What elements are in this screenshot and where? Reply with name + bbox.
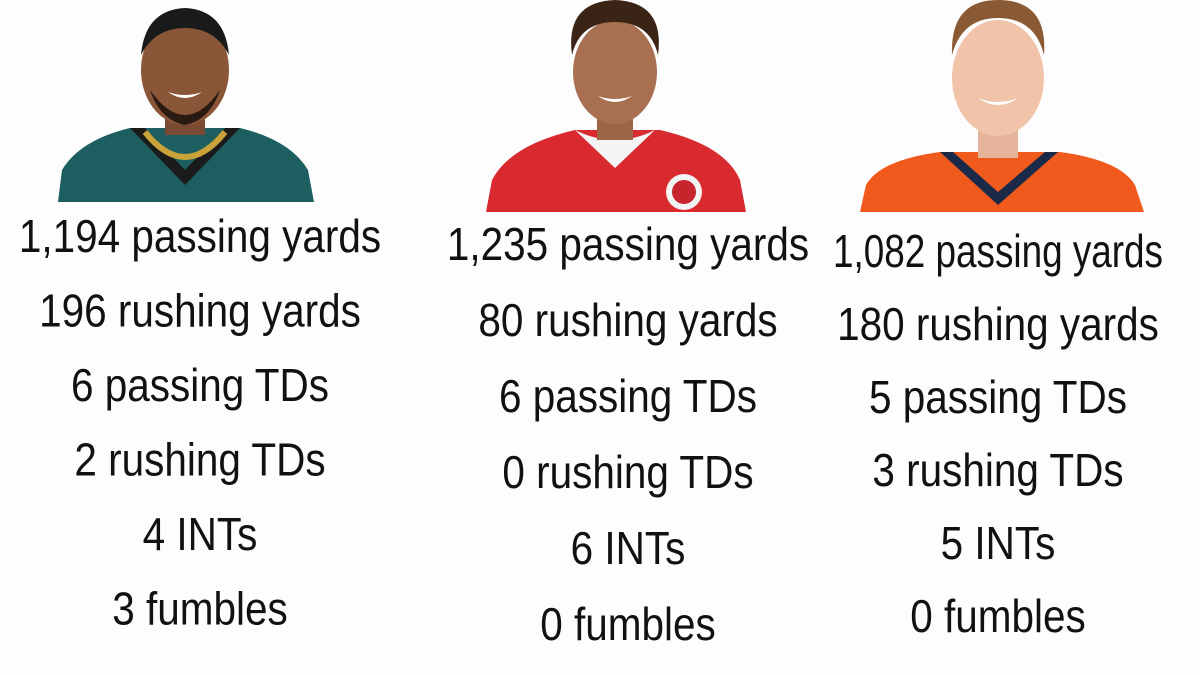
player-photo: [486, 0, 746, 212]
stat-line: 5 passing TDs: [869, 371, 1127, 423]
stat-line: 1,235 passing yards: [447, 218, 809, 270]
stat-line: 180 rushing yards: [837, 298, 1159, 350]
stat-line: 80 rushing yards: [478, 294, 777, 346]
stat-line: 4 INTs: [143, 508, 258, 560]
stat-line: 1,194 passing yards: [19, 210, 381, 262]
stat-line: 6 passing TDs: [71, 359, 329, 411]
stat-line: 6 passing TDs: [499, 370, 757, 422]
stat-line: 6 INTs: [571, 522, 686, 574]
stat-line: 3 fumbles: [112, 583, 288, 635]
stat-line: 0 fumbles: [540, 598, 716, 650]
stat-line: 1,082 passing yards: [833, 225, 1163, 277]
player-photo: [860, 0, 1144, 212]
stat-line: 5 INTs: [941, 517, 1056, 569]
stats-area: 1,194 passing yards 196 rushing yards 6 pa…: [19, 210, 1163, 650]
stat-line: 3 rushing TDs: [872, 444, 1123, 496]
player-photo: [58, 8, 314, 202]
stat-line: 196 rushing yards: [39, 285, 361, 337]
stat-line: 0 rushing TDs: [502, 446, 753, 498]
stat-line: 0 fumbles: [910, 590, 1086, 642]
stat-line: 2 rushing TDs: [74, 434, 325, 486]
